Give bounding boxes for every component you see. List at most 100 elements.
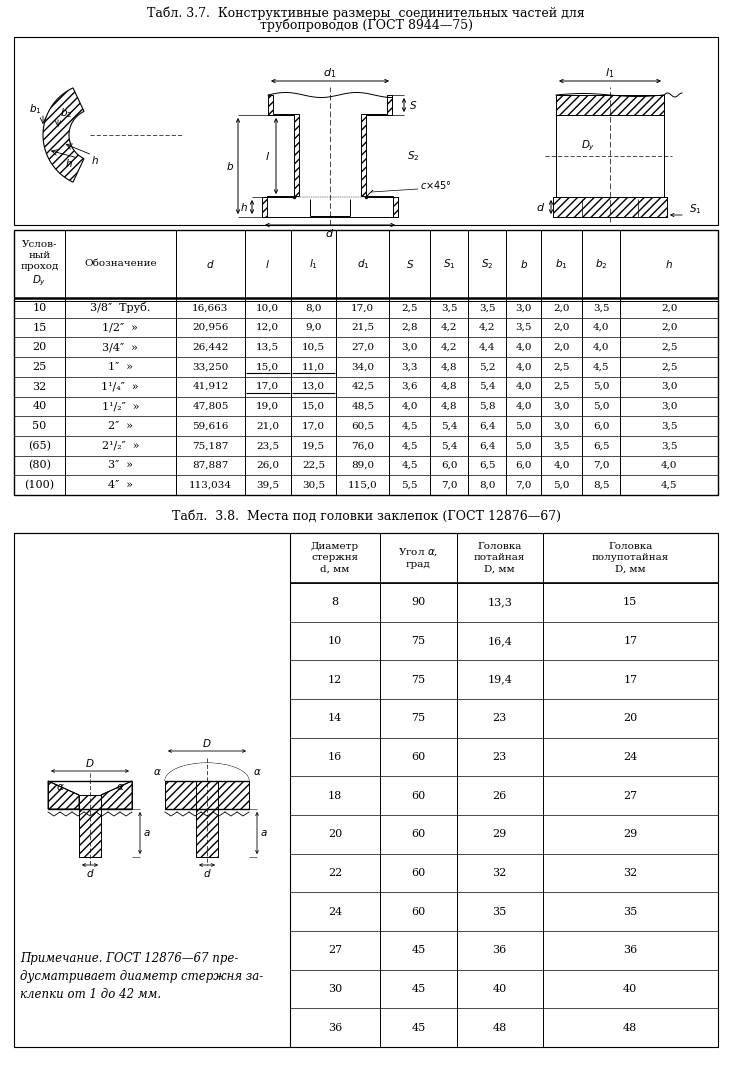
- Text: $h$: $h$: [240, 201, 248, 213]
- Text: 21,5: 21,5: [352, 323, 374, 332]
- Text: $S_2$: $S_2$: [481, 257, 493, 271]
- Text: Диаметр
стержня
d, мм: Диаметр стержня d, мм: [311, 542, 359, 574]
- Text: 14: 14: [327, 714, 342, 723]
- Text: 3,5: 3,5: [515, 323, 532, 332]
- Text: 2,5: 2,5: [401, 304, 418, 312]
- Text: 4,0: 4,0: [515, 362, 532, 372]
- Text: Головка
потайная
D, мм: Головка потайная D, мм: [474, 542, 526, 574]
- Polygon shape: [196, 781, 218, 857]
- Polygon shape: [165, 781, 196, 809]
- Text: 26: 26: [493, 790, 507, 801]
- Text: 5,0: 5,0: [593, 402, 610, 411]
- Text: Угол $\alpha$,
град: Угол $\alpha$, град: [398, 546, 439, 570]
- Text: 60: 60: [412, 868, 425, 878]
- Text: $D$: $D$: [86, 757, 95, 769]
- Text: 10,0: 10,0: [257, 304, 279, 312]
- Text: 3,5: 3,5: [553, 441, 570, 450]
- Text: 4,0: 4,0: [661, 461, 678, 470]
- Text: 20: 20: [327, 830, 342, 839]
- Text: 22: 22: [327, 868, 342, 878]
- Text: 2,0: 2,0: [661, 304, 678, 312]
- Text: 2,5: 2,5: [661, 343, 678, 351]
- Text: 29: 29: [623, 830, 637, 839]
- Text: трубопроводов (ГОСТ 8944—75): трубопроводов (ГОСТ 8944—75): [260, 18, 472, 32]
- Polygon shape: [165, 763, 249, 781]
- Text: Головка
полупотайная
D, мм: Головка полупотайная D, мм: [591, 542, 669, 574]
- Bar: [14, 532, 718, 1047]
- Text: 7,0: 7,0: [593, 461, 610, 470]
- Text: 23: 23: [493, 714, 507, 723]
- Text: 15: 15: [32, 323, 47, 332]
- Text: 13,0: 13,0: [302, 382, 325, 391]
- Polygon shape: [556, 95, 664, 115]
- Text: $S_1$: $S_1$: [443, 257, 455, 271]
- Text: 2,5: 2,5: [553, 382, 570, 391]
- Text: 6,4: 6,4: [479, 422, 496, 430]
- Text: 32: 32: [623, 868, 637, 878]
- Text: 23: 23: [493, 752, 507, 761]
- Text: 4,0: 4,0: [515, 343, 532, 351]
- Text: 24: 24: [623, 752, 637, 761]
- Text: 39,5: 39,5: [257, 480, 279, 490]
- Text: 60,5: 60,5: [352, 422, 374, 430]
- Text: 40: 40: [623, 984, 637, 994]
- Text: 4,5: 4,5: [401, 422, 418, 430]
- Text: 16,663: 16,663: [192, 304, 229, 312]
- Text: 40: 40: [32, 402, 47, 411]
- Bar: [14, 230, 718, 495]
- Text: 10,5: 10,5: [302, 343, 325, 351]
- Text: 36: 36: [327, 1022, 342, 1033]
- Text: 19,5: 19,5: [302, 441, 325, 450]
- Text: $d$: $d$: [206, 258, 215, 271]
- Text: 34,0: 34,0: [352, 362, 374, 372]
- Text: $b_1$: $b_1$: [29, 102, 41, 116]
- Text: 3,6: 3,6: [401, 382, 418, 391]
- Text: 4,8: 4,8: [441, 382, 458, 391]
- Text: 4,0: 4,0: [515, 402, 532, 411]
- Text: 2,5: 2,5: [553, 362, 570, 372]
- Text: 60: 60: [412, 830, 425, 839]
- Text: 5,8: 5,8: [479, 402, 496, 411]
- Text: 2,5: 2,5: [661, 362, 678, 372]
- Text: (80): (80): [28, 460, 51, 471]
- Text: 4,2: 4,2: [441, 343, 458, 351]
- Text: 6,0: 6,0: [441, 461, 458, 470]
- Text: $b$: $b$: [520, 258, 528, 271]
- Text: $l$: $l$: [265, 258, 270, 271]
- Text: 5,0: 5,0: [515, 422, 532, 430]
- Text: $b_1$: $b_1$: [556, 257, 568, 271]
- Text: 45: 45: [412, 984, 425, 994]
- Text: 2″  »: 2″ »: [107, 421, 133, 431]
- Text: 60: 60: [412, 752, 425, 761]
- Text: Обозначение: Обозначение: [84, 260, 156, 268]
- Text: 2,0: 2,0: [553, 343, 570, 351]
- Text: 87,887: 87,887: [192, 461, 229, 470]
- Text: 3/4″  »: 3/4″ »: [102, 342, 138, 353]
- Text: 26,0: 26,0: [257, 461, 279, 470]
- Text: 25: 25: [32, 362, 47, 372]
- Text: $d$: $d$: [325, 227, 335, 239]
- Text: 60: 60: [412, 906, 425, 917]
- Text: 3,0: 3,0: [661, 402, 678, 411]
- Text: 3,0: 3,0: [553, 402, 570, 411]
- Text: 8,0: 8,0: [306, 304, 322, 312]
- Text: 48: 48: [493, 1022, 507, 1033]
- Text: 1/2″  »: 1/2″ »: [102, 323, 138, 332]
- Text: $d$: $d$: [86, 867, 94, 879]
- Text: 5,0: 5,0: [515, 441, 532, 450]
- Text: $h$: $h$: [91, 154, 99, 166]
- Text: 8: 8: [331, 597, 338, 607]
- Text: 3,5: 3,5: [441, 304, 458, 312]
- Text: 8,0: 8,0: [479, 480, 496, 490]
- Text: $l_1$: $l_1$: [605, 66, 615, 80]
- Text: 3,0: 3,0: [661, 382, 678, 391]
- Text: 11,0: 11,0: [302, 362, 325, 372]
- Text: 4,2: 4,2: [441, 323, 458, 332]
- Text: 5,2: 5,2: [479, 362, 496, 372]
- Text: 45: 45: [412, 946, 425, 955]
- Text: 6,4: 6,4: [479, 441, 496, 450]
- Text: 2,0: 2,0: [661, 323, 678, 332]
- Text: 4″  »: 4″ »: [107, 480, 133, 490]
- Text: 4,8: 4,8: [441, 402, 458, 411]
- Text: 75: 75: [412, 674, 425, 685]
